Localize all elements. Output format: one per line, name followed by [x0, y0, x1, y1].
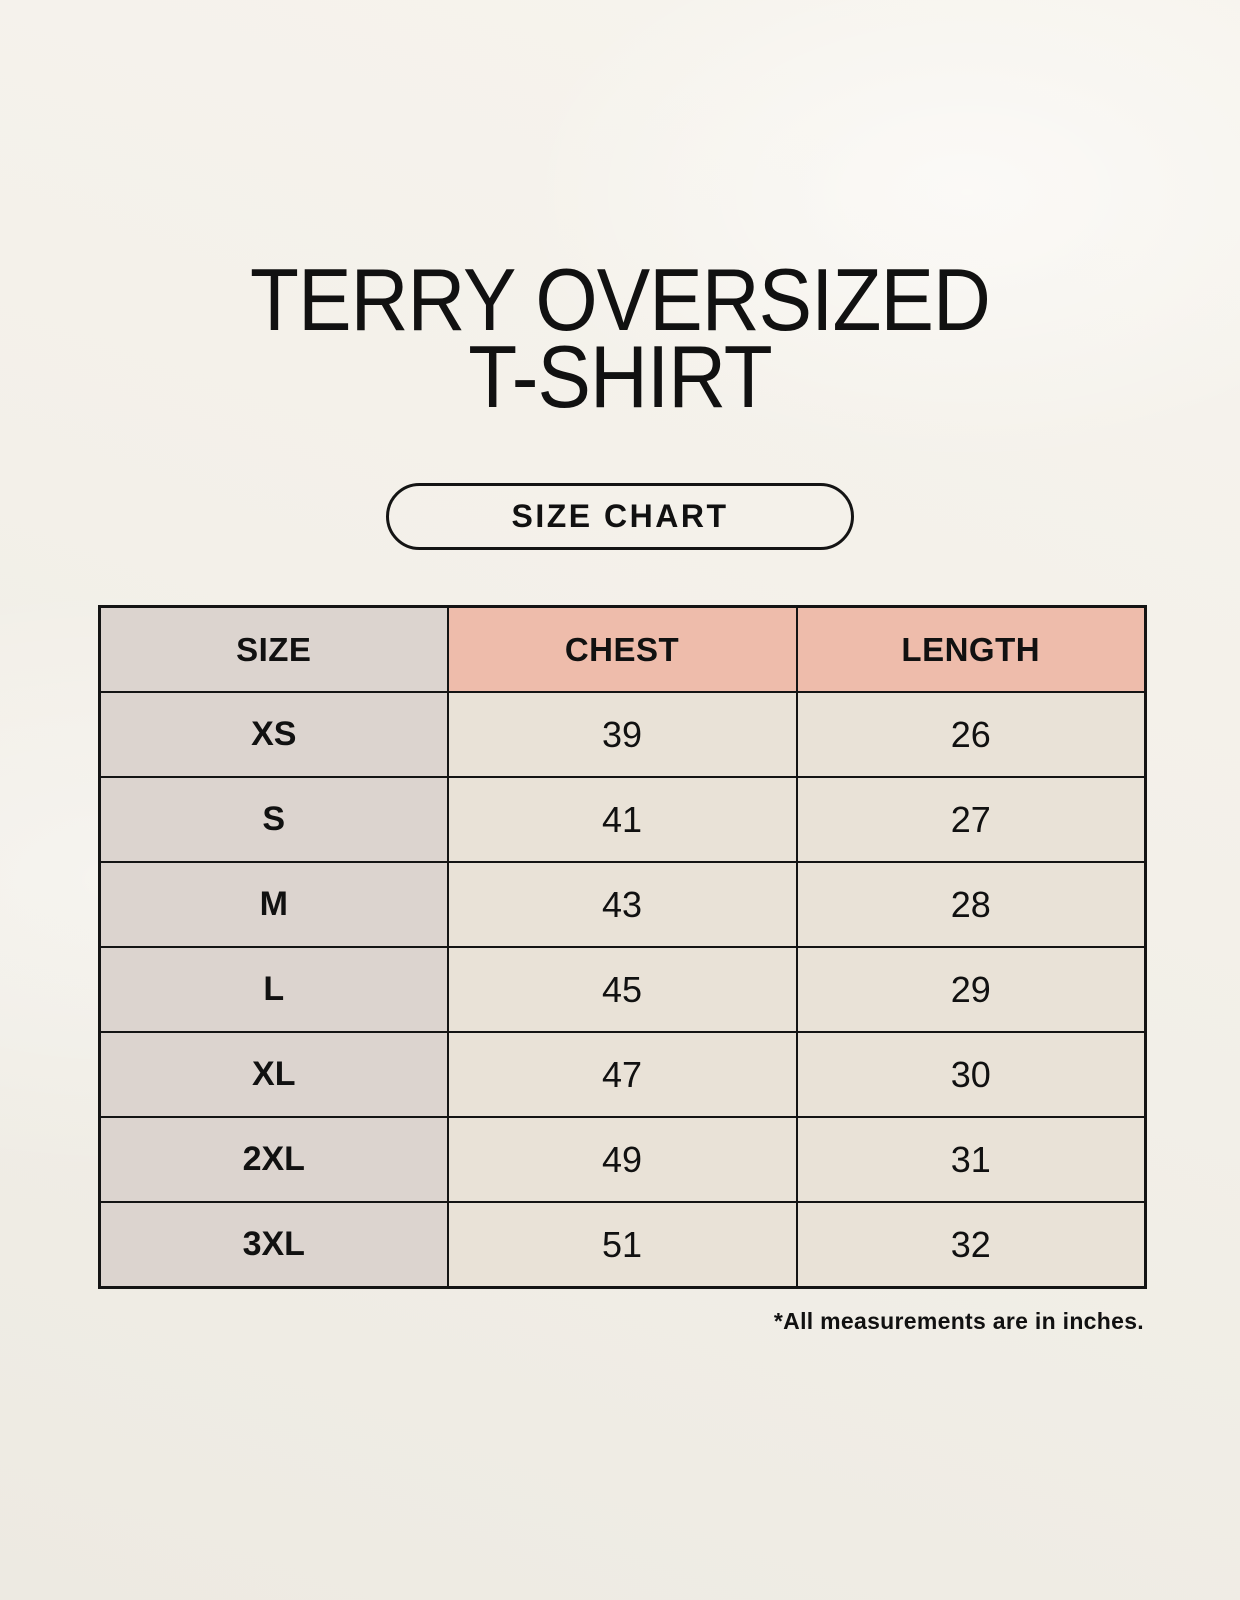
table-row: XL 47 30 — [98, 1031, 1147, 1118]
table-row: S 41 27 — [98, 776, 1147, 863]
length-value: 31 — [795, 1116, 1147, 1203]
table-row: L 45 29 — [98, 946, 1147, 1033]
length-value: 26 — [795, 691, 1147, 778]
header-cell-chest: CHEST — [446, 605, 798, 693]
header-cell-length: LENGTH — [795, 605, 1147, 693]
size-label: 2XL — [98, 1116, 449, 1203]
table-row: XS 39 26 — [98, 691, 1147, 778]
length-value: 30 — [795, 1031, 1147, 1118]
length-value: 32 — [795, 1201, 1147, 1289]
length-value: 27 — [795, 776, 1147, 863]
table-row: 3XL 51 32 — [98, 1201, 1147, 1289]
size-label: XL — [98, 1031, 449, 1118]
measurements-footnote: *All measurements are in inches. — [773, 1308, 1144, 1334]
length-value: 29 — [795, 946, 1147, 1033]
size-label: L — [98, 946, 449, 1033]
size-chart-button[interactable]: SIZE CHART — [386, 483, 854, 550]
table-row: M 43 28 — [98, 861, 1147, 948]
chest-value: 47 — [446, 1031, 798, 1118]
chest-value: 45 — [446, 946, 798, 1033]
size-label: 3XL — [98, 1201, 449, 1289]
chest-value: 41 — [446, 776, 798, 863]
size-table: SIZE CHEST LENGTH XS 39 26 S 41 27 M 43 … — [98, 605, 1147, 1289]
table-row: 2XL 49 31 — [98, 1116, 1147, 1203]
size-label: XS — [98, 691, 449, 778]
title-line-2: T-SHIRT — [468, 326, 773, 426]
page-title: TERRY OVERSIZED T-SHIRT — [56, 250, 1184, 426]
chest-value: 43 — [446, 861, 798, 948]
table-header-row: SIZE CHEST LENGTH — [98, 605, 1147, 693]
chest-value: 49 — [446, 1116, 798, 1203]
length-value: 28 — [795, 861, 1147, 948]
chest-value: 51 — [446, 1201, 798, 1289]
size-label: S — [98, 776, 449, 863]
chest-value: 39 — [446, 691, 798, 778]
title-line-1: TERRY OVERSIZED — [250, 250, 991, 349]
header-cell-size: SIZE — [98, 605, 449, 693]
size-label: M — [98, 861, 449, 948]
